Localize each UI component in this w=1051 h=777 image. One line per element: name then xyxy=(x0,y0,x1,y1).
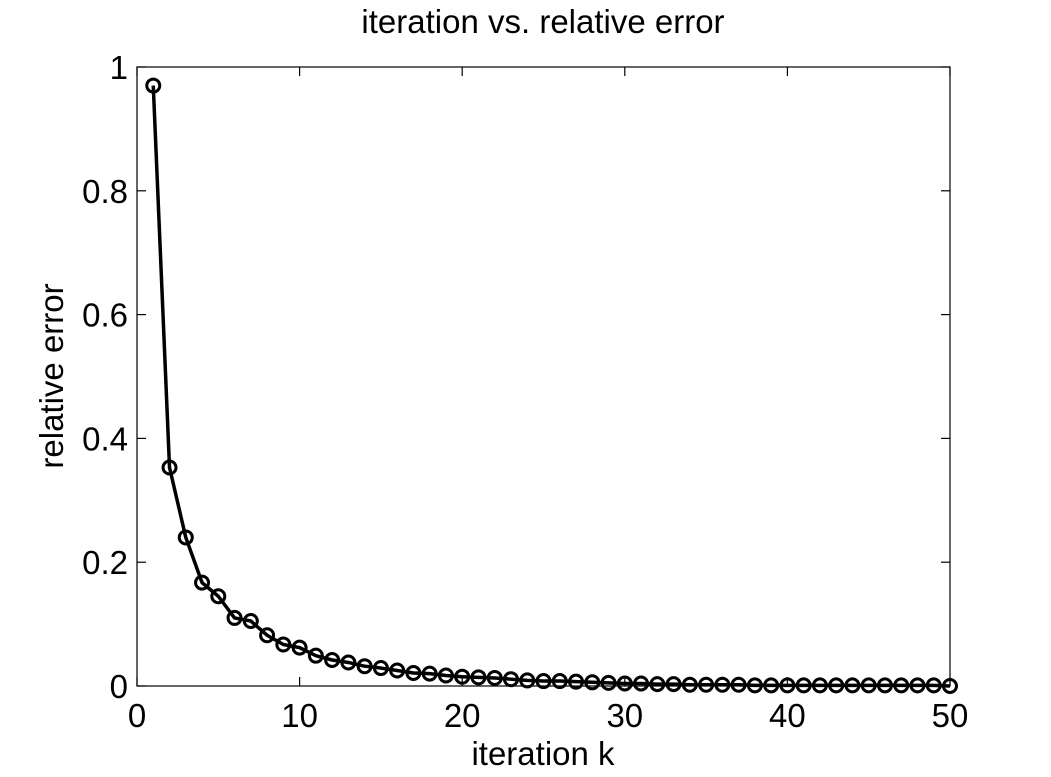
data-point-marker xyxy=(860,677,877,694)
y-axis-ticks: 0 0.2 0.4 0.6 0.8 1 xyxy=(82,49,950,705)
data-point-marker xyxy=(665,676,682,693)
data-point-marker xyxy=(372,660,389,677)
y-tick-label: 1 xyxy=(110,49,128,86)
data-point-marker xyxy=(876,677,893,694)
x-tick-label: 20 xyxy=(444,697,481,734)
data-point-marker xyxy=(486,669,503,686)
data-point-marker xyxy=(681,676,698,693)
data-point-marker xyxy=(584,674,601,691)
data-point-marker xyxy=(633,675,650,692)
data-point-marker xyxy=(844,677,861,694)
data-point-marker xyxy=(893,677,910,694)
chart-title: iteration vs. relative error xyxy=(361,3,724,40)
x-axis-label: iteration k xyxy=(471,735,615,772)
y-axis-label: relative error xyxy=(33,283,70,468)
data-point-marker xyxy=(795,677,812,694)
data-point-marker xyxy=(259,627,276,644)
data-point-marker xyxy=(275,636,292,653)
y-tick-label: 0 xyxy=(110,668,128,705)
x-tick-label: 40 xyxy=(769,697,806,734)
data-point-marker xyxy=(763,677,780,694)
data-point-marker xyxy=(356,658,373,675)
x-tick-label: 0 xyxy=(128,697,146,734)
data-point-marker xyxy=(324,652,341,669)
data-point-marker xyxy=(340,654,357,671)
x-axis-ticks: 0 10 20 30 40 50 xyxy=(128,67,969,734)
y-tick-label: 0.6 xyxy=(82,297,128,334)
data-point-marker xyxy=(421,665,438,682)
x-tick-label: 10 xyxy=(281,697,318,734)
data-point-marker xyxy=(145,77,162,94)
data-point-marker xyxy=(779,677,796,694)
x-tick-label: 50 xyxy=(932,697,969,734)
data-point-marker xyxy=(942,678,958,694)
y-tick-label: 0.8 xyxy=(82,173,128,210)
data-point-marker xyxy=(909,677,926,694)
data-point-marker xyxy=(925,677,942,694)
data-point-marker xyxy=(226,609,243,626)
data-point-marker xyxy=(405,665,422,682)
data-point-marker xyxy=(714,676,731,693)
data-point-marker xyxy=(811,677,828,694)
y-tick-label: 0.4 xyxy=(82,420,128,457)
y-tick-label: 0.2 xyxy=(82,544,128,581)
data-point-marker xyxy=(470,669,487,686)
data-point-marker xyxy=(454,668,471,685)
data-point-marker xyxy=(535,673,552,690)
data-point-marker xyxy=(616,675,633,692)
data-point-marker xyxy=(389,662,406,679)
data-point-marker xyxy=(210,588,227,605)
data-series xyxy=(145,77,958,694)
data-point-marker xyxy=(600,674,617,691)
data-point-marker xyxy=(649,676,666,693)
data-point-marker xyxy=(177,529,194,546)
data-point-marker xyxy=(828,677,845,694)
series-line xyxy=(151,85,951,688)
data-point-marker xyxy=(437,667,454,684)
data-point-marker xyxy=(502,671,519,688)
data-point-marker xyxy=(730,676,747,693)
data-point-marker xyxy=(519,672,536,689)
data-point-marker xyxy=(242,613,259,630)
x-tick-label: 30 xyxy=(606,697,643,734)
data-point-marker xyxy=(291,639,308,656)
plot-area-frame xyxy=(136,66,951,687)
data-point-marker xyxy=(161,459,178,476)
data-point-marker xyxy=(698,676,715,693)
data-point-marker xyxy=(307,647,324,664)
data-point-marker xyxy=(568,673,585,690)
data-point-marker xyxy=(551,673,568,690)
data-point-marker xyxy=(746,677,763,694)
data-point-marker xyxy=(194,574,211,591)
